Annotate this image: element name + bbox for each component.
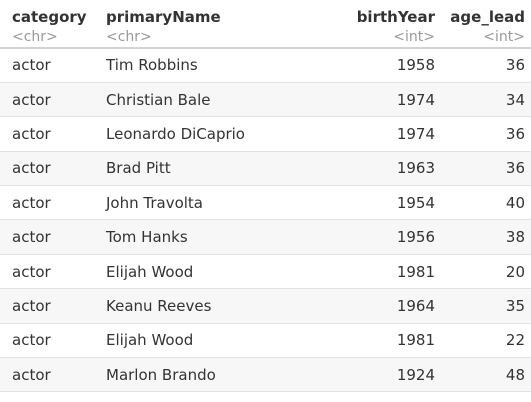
cell-age-lead: 48 [441,357,531,393]
cell-primary-name: Christian Bale [94,82,321,118]
cell-birth-year: 1956 [321,219,441,255]
cell-age-lead: 38 [441,219,531,255]
cell-category: actor [0,48,94,83]
cell-birth-year: 1981 [321,254,441,290]
column-type: <chr> [12,29,58,45]
table-row: actor Tim Robbins 1958 36 [0,48,531,83]
cell-birth-year: 1974 [321,116,441,152]
cell-age-lead: 34 [441,82,531,118]
cell-age-lead: 36 [441,151,531,187]
cell-primary-name: Leonardo DiCaprio [94,116,321,152]
cell-birth-year: 1963 [321,151,441,187]
cell-primary-name: Tom Hanks [94,219,321,255]
cell-birth-year: 1958 [321,48,441,83]
cell-birth-year: 1964 [321,288,441,324]
cell-category: actor [0,254,94,290]
table-row: actor Christian Bale 1974 34 [0,82,531,118]
column-type: <int> [483,29,525,45]
cell-birth-year: 1924 [321,357,441,393]
column-header-age-lead: age_lead <int> [441,0,531,49]
cell-category: actor [0,185,94,221]
cell-birth-year: 1974 [321,82,441,118]
column-type: <int> [393,29,435,45]
cell-category: actor [0,116,94,152]
cell-age-lead: 20 [441,254,531,290]
cell-primary-name: Tim Robbins [94,48,321,83]
cell-age-lead: 36 [441,116,531,152]
cell-primary-name: Elijah Wood [94,254,321,290]
cell-primary-name: Elijah Wood [94,323,321,359]
column-header-primaryname: primaryName <chr> [94,0,321,49]
cell-birth-year: 1954 [321,185,441,221]
column-type: <chr> [106,29,152,45]
table-row: actor Brad Pitt 1963 36 [0,151,531,187]
cell-primary-name: John Travolta [94,185,321,221]
data-table: category <chr> primaryName <chr> birthYe… [0,0,531,393]
column-header-birthyear: birthYear <int> [321,0,441,49]
table-row: actor Keanu Reeves 1964 35 [0,288,531,324]
table-header: category <chr> primaryName <chr> birthYe… [0,0,531,49]
cell-category: actor [0,82,94,118]
cell-primary-name: Marlon Brando [94,357,321,393]
cell-primary-name: Brad Pitt [94,151,321,187]
header-row: category <chr> primaryName <chr> birthYe… [0,0,531,49]
table-row: actor Marlon Brando 1924 48 [0,357,531,393]
column-name: birthYear [356,8,435,26]
cell-age-lead: 36 [441,48,531,83]
column-name: category [12,8,87,26]
cell-category: actor [0,288,94,324]
column-header-category: category <chr> [0,0,94,49]
table-body: actor Tim Robbins 1958 36 actor Christia… [0,48,531,393]
column-name: primaryName [106,8,221,26]
cell-category: actor [0,151,94,187]
cell-category: actor [0,323,94,359]
table-row: actor Elijah Wood 1981 22 [0,323,531,359]
table-row: actor Tom Hanks 1956 38 [0,219,531,255]
cell-age-lead: 22 [441,323,531,359]
table-row: actor John Travolta 1954 40 [0,185,531,221]
column-name: age_lead [450,8,525,26]
cell-category: actor [0,219,94,255]
table-row: actor Leonardo DiCaprio 1974 36 [0,116,531,152]
cell-birth-year: 1981 [321,323,441,359]
cell-age-lead: 35 [441,288,531,324]
cell-age-lead: 40 [441,185,531,221]
table-row: actor Elijah Wood 1981 20 [0,254,531,290]
cell-category: actor [0,357,94,393]
cell-primary-name: Keanu Reeves [94,288,321,324]
